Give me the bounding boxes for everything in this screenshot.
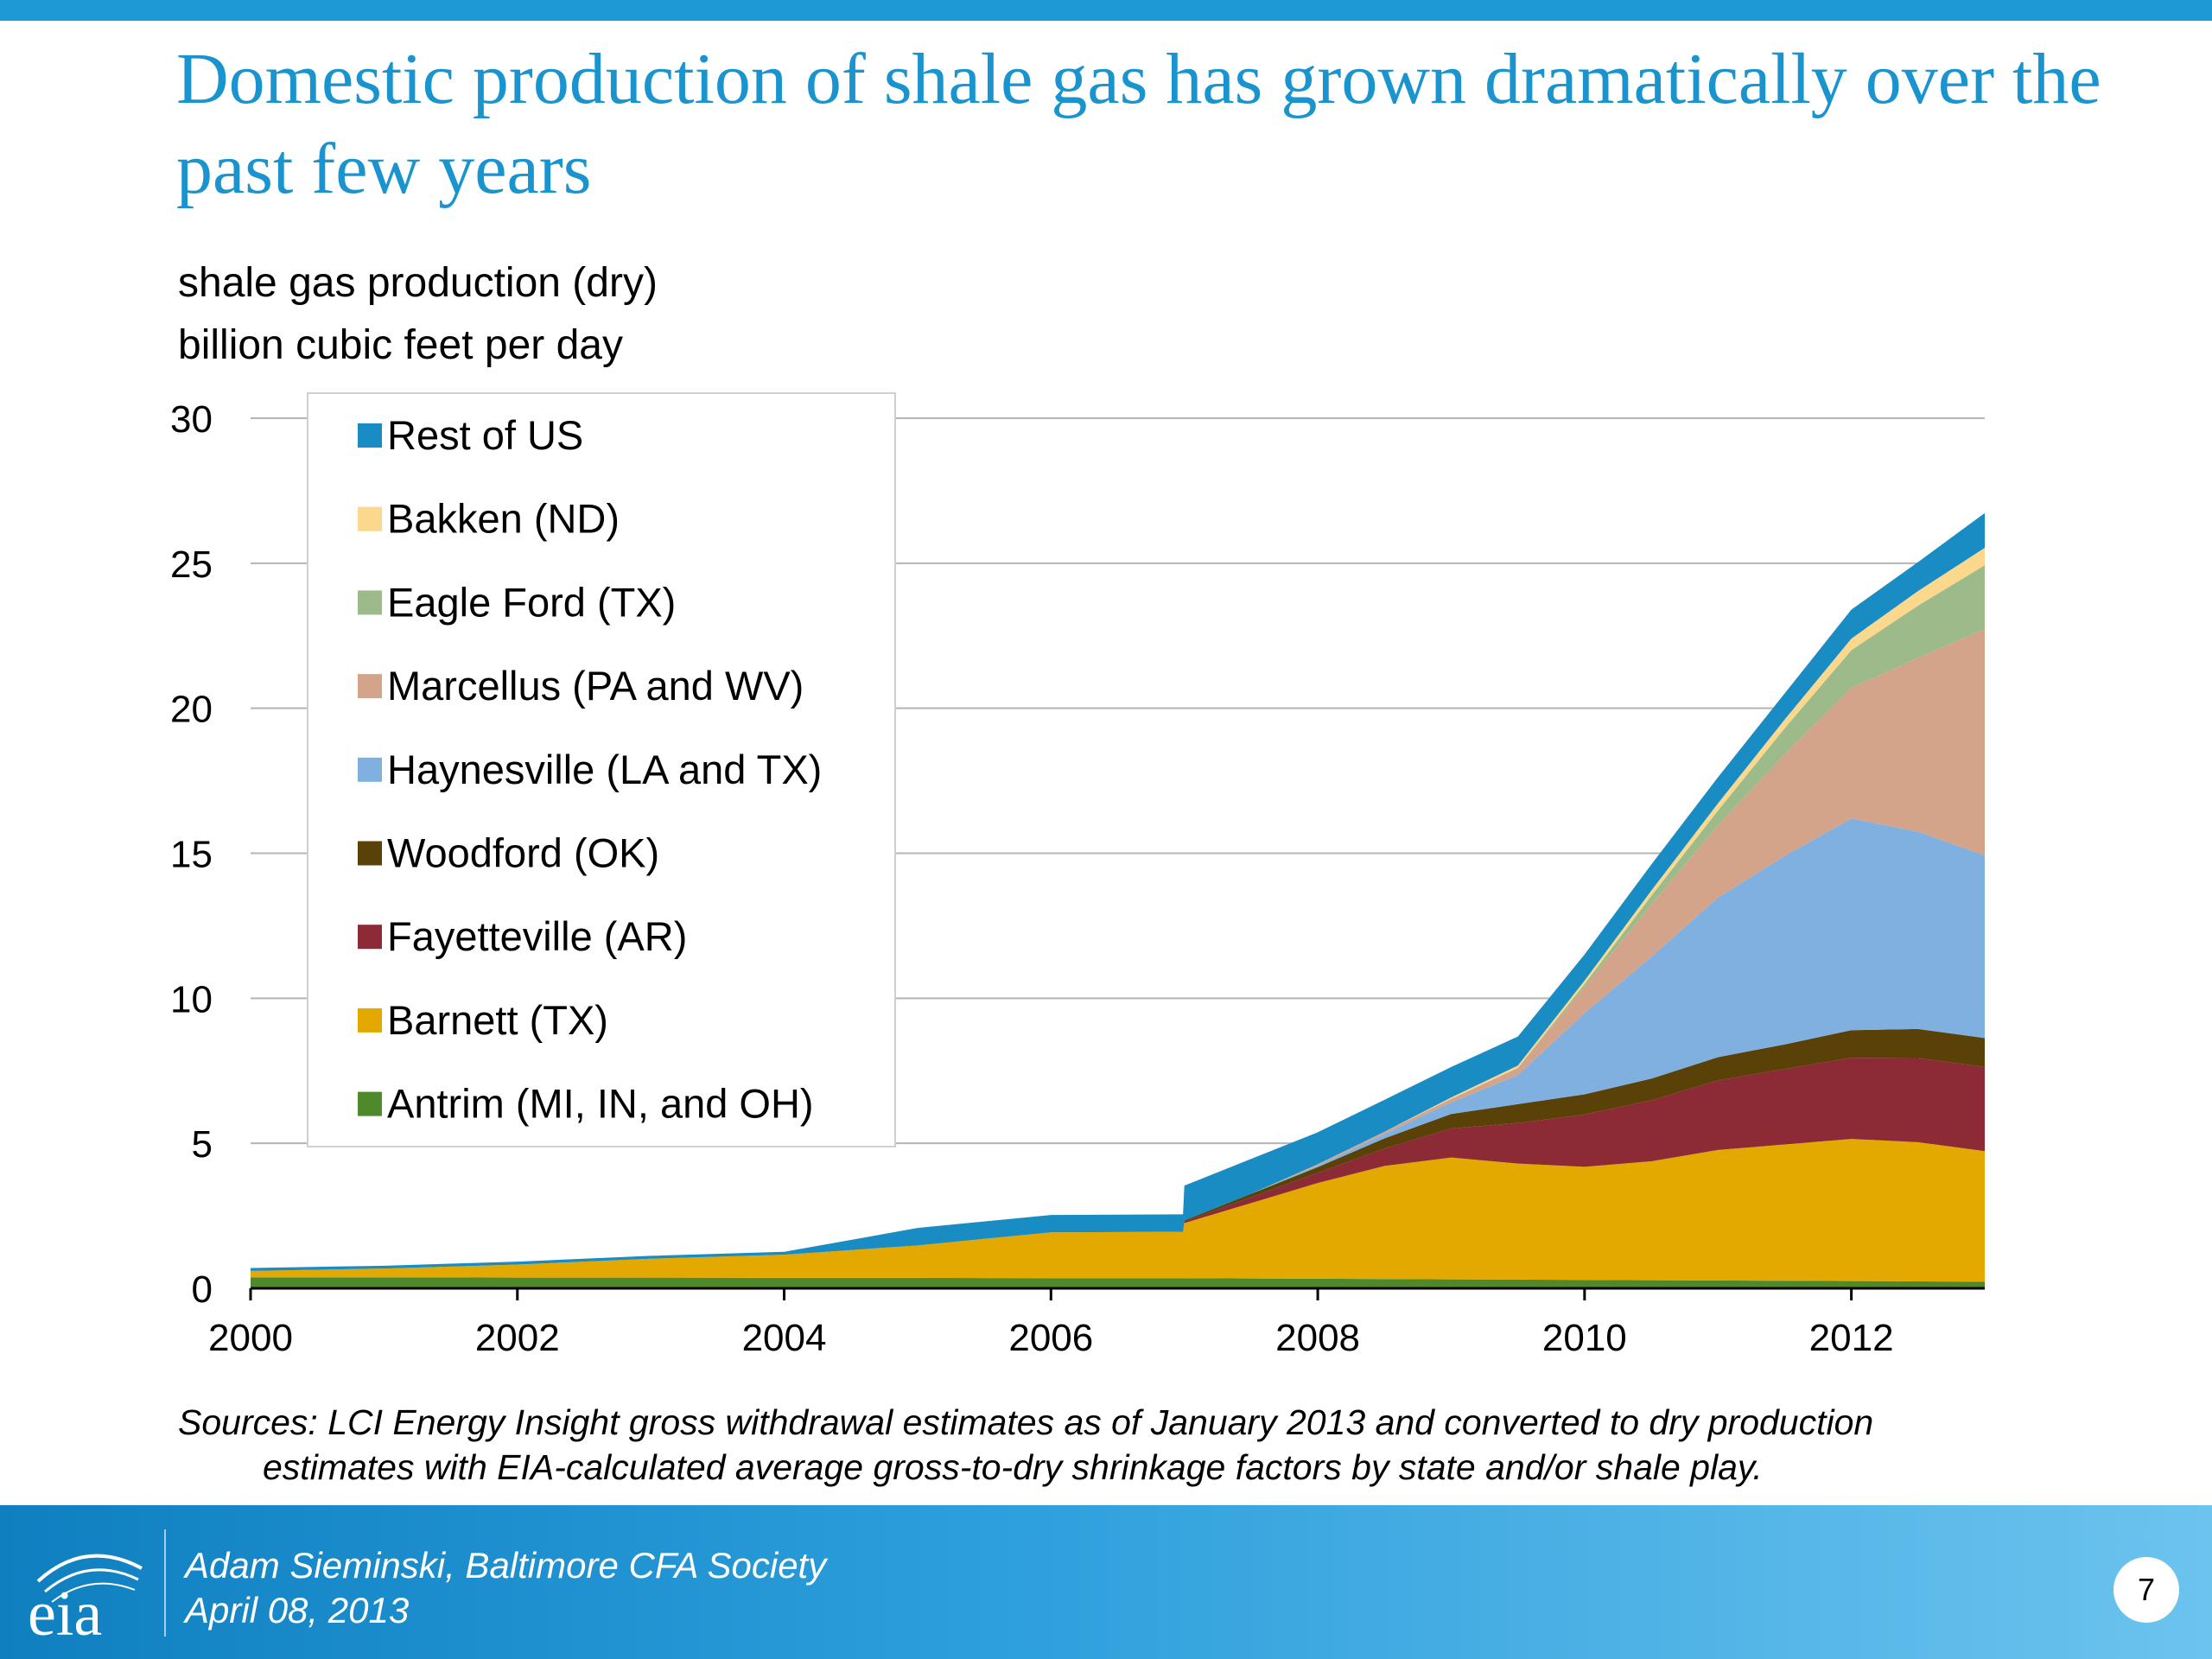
y-tick-label: 20 (170, 689, 213, 731)
top-accent-bar (0, 0, 2212, 21)
legend-label: Barnett (TX) (387, 997, 608, 1043)
y-tick-label: 30 (170, 398, 213, 441)
area-series (251, 512, 1985, 1271)
logo-text: eia (28, 1579, 102, 1642)
page-number: 7 (2113, 1557, 2179, 1623)
legend-label: Bakken (ND) (387, 496, 620, 542)
area-series (251, 548, 1985, 1271)
y-tick-label: 25 (170, 543, 213, 586)
y-tick-label: 15 (170, 834, 213, 876)
legend-swatch (358, 925, 382, 950)
x-tick-label: 2000 (208, 1317, 293, 1359)
area-series (251, 565, 1985, 1271)
legend-swatch (358, 590, 382, 615)
legend-label: Marcellus (PA and WV) (387, 663, 804, 709)
legend-box (307, 392, 896, 1147)
legend-swatch (358, 1091, 382, 1116)
sources-note: Sources: LCI Energy Insight gross withdr… (178, 1400, 2165, 1490)
legend-swatch (358, 423, 382, 448)
presenter-text: Adam Sieminski, Baltimore CFA Society (185, 1545, 827, 1586)
footer-bar: eia Adam Sieminski, Baltimore CFA Societ… (0, 1505, 2212, 1659)
legend-swatch (358, 506, 382, 531)
legend-label: Haynesville (LA and TX) (387, 747, 822, 792)
legend-swatch (358, 841, 382, 866)
sources-line-2: estimates with EIA-calculated average gr… (263, 1447, 1763, 1487)
page-title: Domestic production of shale gas has gro… (176, 39, 2101, 209)
y-tick-label: 0 (192, 1268, 213, 1311)
legend-label: Rest of US (387, 412, 583, 458)
legend-swatch (358, 1007, 382, 1033)
axes: 0 5 10 15 20 25 30 2000 2002 2004 2006 2008 2010 2012 (170, 398, 1985, 1359)
legend-label: Antrim (MI, IN, and OH) (387, 1081, 814, 1127)
area-series (251, 1028, 1985, 1271)
x-tick-label: 2008 (1275, 1317, 1360, 1359)
x-tick-label: 2002 (475, 1317, 560, 1359)
eia-logo: eia (28, 1554, 143, 1642)
legend: Rest of US Bakken (ND) Eagle Ford (TX) Marc… (307, 392, 896, 1147)
legend-label: Fayetteville (AR) (387, 913, 687, 959)
sources-line-1: Sources: LCI Energy Insight gross withdr… (178, 1402, 1874, 1442)
shale-gas-chart: 0 5 10 15 20 25 30 2000 2002 2004 2006 2008 2010 2012… (170, 392, 1985, 1359)
legend-label: Eagle Ford (TX) (387, 579, 676, 625)
y-axis-unit-label: billion cubic feet per day (178, 322, 623, 368)
x-tick-label: 2010 (1542, 1317, 1627, 1359)
x-tick-label: 2012 (1809, 1317, 1894, 1359)
x-tick-label: 2004 (742, 1317, 827, 1359)
area-series (251, 1277, 1985, 1288)
presentation-date: April 08, 2013 (185, 1590, 410, 1630)
area-series (251, 1058, 1985, 1271)
area-series (251, 629, 1985, 1271)
area-series (251, 1139, 1985, 1282)
y-tick-label: 10 (170, 978, 213, 1020)
stacked-areas (251, 512, 1985, 1288)
chart-subtitle: shale gas production (dry) (178, 260, 658, 306)
footer-divider (164, 1529, 166, 1637)
legend-label: Woodford (OK) (387, 830, 659, 876)
legend-swatch (358, 674, 382, 699)
legend-swatch (358, 757, 382, 782)
y-tick-label: 5 (192, 1123, 213, 1166)
x-tick-label: 2006 (1008, 1317, 1093, 1359)
area-series (251, 818, 1985, 1271)
